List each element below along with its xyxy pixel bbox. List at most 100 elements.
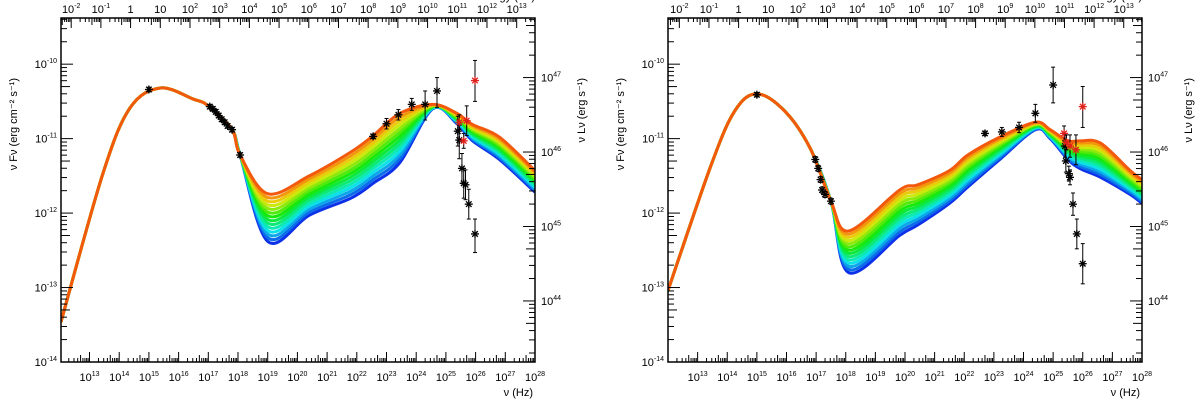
x-tick-label: 1020 — [287, 371, 307, 384]
x2-tick-label: 1 — [736, 4, 742, 16]
x2-tick-label: 1 — [128, 4, 134, 16]
model-curve — [61, 86, 535, 323]
y2-tick-label: 1046 — [1148, 146, 1168, 159]
sed-panel-1: 1013 1014 1015 1016 1017 1018 1019 1020 1021 1022… — [8, 0, 588, 399]
x2-axis-title: Energy (eV) — [1083, 0, 1142, 3]
x-tick-label: 1025 — [1043, 371, 1063, 384]
data-point — [471, 218, 480, 254]
x2-tick-label: 108 — [968, 3, 984, 16]
asterisk-marker — [461, 180, 470, 189]
x2-tick-label: 10-2 — [670, 3, 689, 16]
data-point — [1066, 134, 1075, 158]
data-point — [1068, 192, 1077, 216]
x2-tick-label: 1012 — [477, 3, 497, 16]
data-point — [1078, 243, 1087, 285]
model-curve — [668, 92, 1142, 291]
y-tick-label: 10-11 — [642, 133, 664, 146]
model-curve — [668, 92, 1142, 291]
asterisk-marker — [471, 229, 480, 238]
asterisk-marker — [1061, 156, 1070, 165]
x2-tick-label: 1011 — [448, 3, 468, 16]
asterisk-marker — [1078, 102, 1087, 111]
x2-axis-title: Energy (eV) — [476, 0, 535, 3]
model-curve — [668, 92, 1142, 291]
x2-tick-label: 1013 — [507, 3, 527, 16]
model-curve — [668, 92, 1142, 291]
asterisk-marker — [459, 136, 468, 145]
asterisk-marker — [144, 85, 153, 94]
x2-tick-label: 105 — [271, 3, 287, 16]
x-tick-label: 1018 — [836, 371, 856, 384]
model-curve — [668, 92, 1142, 291]
x-tick-label: 1018 — [228, 371, 248, 384]
data-point — [814, 164, 823, 173]
y-tick-label: 10-13 — [35, 282, 57, 295]
x-tick-label: 1025 — [436, 371, 456, 384]
x2-tick-label: 102 — [182, 3, 198, 16]
asterisk-marker — [464, 200, 473, 209]
x-tick-label: 1023 — [984, 371, 1004, 384]
model-curve — [668, 92, 1142, 291]
y2-tick-label: 1045 — [541, 220, 561, 233]
asterisk-marker — [818, 186, 827, 194]
asterisk-marker — [1031, 109, 1040, 118]
model-band — [61, 86, 535, 323]
x2-tick-label: 1010 — [418, 3, 438, 16]
y-tick-label: 10-10 — [35, 58, 57, 71]
data-point — [228, 125, 237, 134]
asterisk-marker — [1071, 145, 1080, 154]
x-tick-label: 1022 — [954, 371, 974, 384]
y2-axis-title: ν Lν (erg s⁻¹) — [576, 78, 588, 142]
data-point — [407, 97, 416, 111]
model-curve — [668, 92, 1142, 291]
data-point — [821, 190, 830, 199]
asterisk-marker — [1064, 169, 1073, 178]
x2-tick-label: 10-2 — [62, 3, 81, 16]
y-axis-title: ν Fν (erg cm⁻² s⁻¹) — [615, 78, 627, 170]
x-tick-label: 1022 — [347, 371, 367, 384]
asterisk-marker — [236, 151, 245, 160]
x-axis-title: ν (Hz) — [1111, 387, 1140, 399]
data-point — [459, 132, 468, 149]
asterisk-marker — [453, 127, 462, 136]
asterisk-marker — [1068, 200, 1077, 209]
data-point — [455, 114, 464, 131]
data-point — [1071, 134, 1080, 166]
asterisk-marker — [821, 190, 830, 199]
x2-tick-label: 107 — [330, 3, 346, 16]
x2-tick-label: 1013 — [1114, 3, 1134, 16]
asterisk-marker — [980, 129, 989, 138]
data-point — [816, 175, 825, 184]
asterisk-marker — [814, 164, 823, 173]
x2-tick-label: 10-1 — [700, 3, 719, 16]
x-tick-label: 1019 — [258, 371, 278, 384]
asterisk-marker — [407, 100, 416, 109]
x-tick-label: 1016 — [169, 371, 189, 384]
x2-tick-label: 10-1 — [92, 3, 111, 16]
asterisk-marker — [1078, 259, 1087, 268]
data-point — [421, 90, 430, 121]
model-band — [668, 92, 1142, 291]
x-tick-label: 1017 — [806, 371, 826, 384]
x2-tick-label: 108 — [360, 3, 376, 16]
x2-tick-label: 103 — [212, 3, 228, 16]
x-tick-label: 1028 — [1132, 371, 1152, 384]
asterisk-marker — [752, 90, 761, 99]
asterisk-marker — [826, 197, 835, 206]
data-point — [1066, 169, 1075, 186]
data-point — [236, 151, 245, 160]
asterisk-marker — [421, 100, 430, 109]
data-point — [208, 104, 217, 113]
model-curve — [668, 92, 1142, 291]
model-curve — [668, 92, 1142, 291]
x-tick-label: 1024 — [406, 371, 426, 384]
model-curve — [668, 92, 1142, 291]
x2-tick-label: 1010 — [1025, 3, 1045, 16]
data-point — [144, 85, 153, 94]
x2-tick-label: 104 — [849, 3, 865, 16]
x2-tick-label: 1011 — [1055, 3, 1075, 16]
y2-tick-label: 1044 — [541, 295, 561, 308]
data-point — [432, 77, 441, 108]
data-point — [997, 126, 1006, 137]
